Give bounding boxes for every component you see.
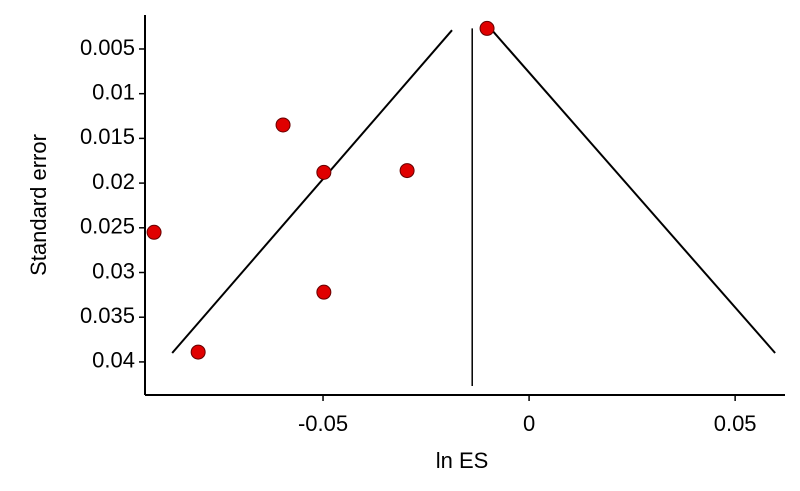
x-axis-label: ln ES xyxy=(436,448,489,473)
y-tick-label: 0.015 xyxy=(80,124,135,149)
point xyxy=(190,344,206,360)
funnel-line xyxy=(171,29,453,354)
y-tick-label: 0.005 xyxy=(80,35,135,60)
point xyxy=(275,117,291,133)
point xyxy=(146,224,162,240)
x-tick-label: -0.05 xyxy=(298,411,348,436)
point xyxy=(316,164,332,180)
y-tick-label: 0.025 xyxy=(80,214,135,239)
point xyxy=(399,163,415,179)
y-tick-label: 0.02 xyxy=(92,169,135,194)
y-tick-label: 0.035 xyxy=(80,303,135,328)
y-axis-label: Standard error xyxy=(26,134,51,276)
x-tick-label: 0 xyxy=(523,411,535,436)
x-tick-label: 0.05 xyxy=(714,411,757,436)
y-tick-label: 0.03 xyxy=(92,258,135,283)
y-tick-label: 0.01 xyxy=(92,79,135,104)
funnel-line xyxy=(491,29,776,354)
point xyxy=(316,284,332,300)
y-tick-label: 0.04 xyxy=(92,348,135,373)
point xyxy=(479,20,495,36)
